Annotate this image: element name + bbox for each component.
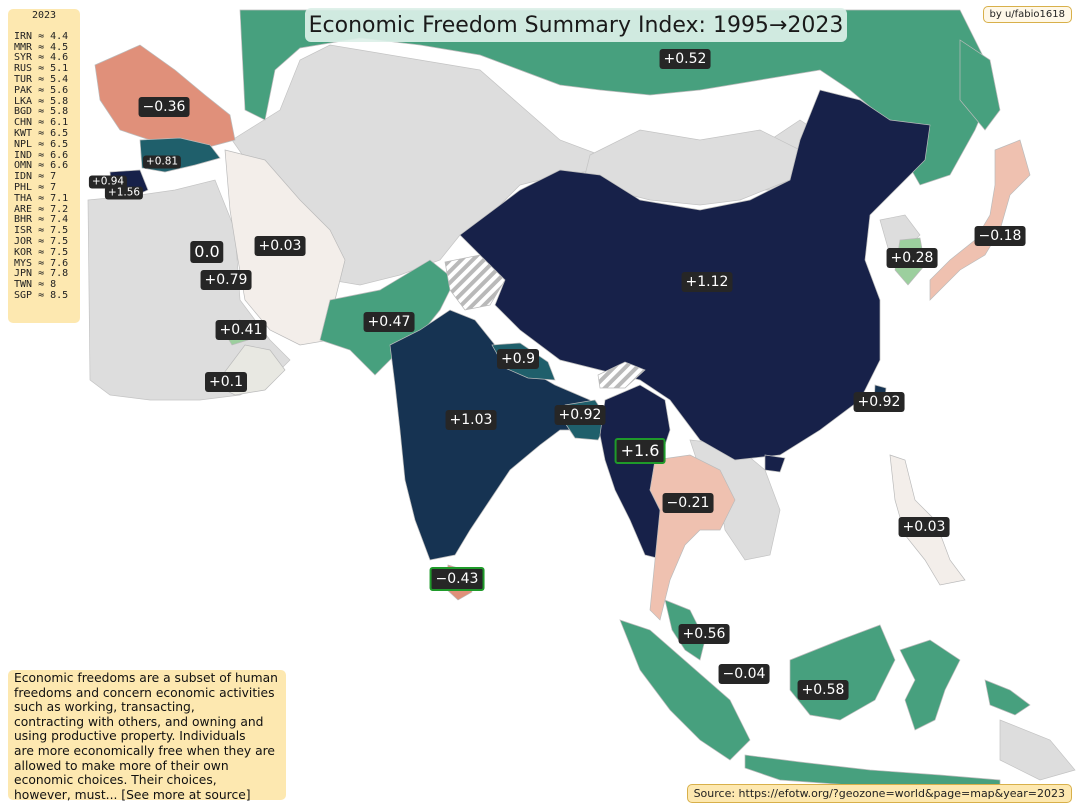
region-value-label: +0.92: [554, 405, 606, 425]
region-value-label: +0.9: [497, 349, 539, 369]
region-value-label: +0.79: [200, 270, 252, 290]
description-box: Economic freedoms are a subset of human f…: [8, 670, 286, 802]
region-hainan: [764, 454, 786, 473]
description-line: freedoms and concern economic activities: [14, 685, 275, 700]
region-indonesia-sumatra: [619, 619, 751, 761]
description-line: allowed to make more of their own: [14, 758, 229, 773]
legend-entry: NPL ≈ 6.5: [14, 138, 69, 150]
region-value-label: +0.58: [797, 680, 849, 700]
region-value-label: +1.56: [104, 186, 144, 200]
region-value-label: +0.03: [898, 517, 950, 537]
legend-entry: OMN ≈ 6.6: [14, 160, 69, 172]
legend-entry: BGD ≈ 5.8: [14, 106, 69, 118]
legend-entry: TUR ≈ 5.4: [14, 73, 69, 85]
legend-entry: CHN ≈ 6.1: [14, 117, 69, 129]
legend-entry: MYS ≈ 7.6: [14, 257, 69, 269]
region-value-label: +0.1: [205, 372, 247, 392]
description-line: contracting with others, and owning and: [14, 714, 264, 729]
description-lines: Economic freedoms are a subset of human f…: [14, 671, 280, 802]
region-value-label: +0.81: [142, 155, 182, 169]
description-line: are more economically free when they are: [14, 743, 275, 758]
source-citation: Source: https://efotw.org/?geozone=world…: [686, 784, 1072, 803]
legend-entry: ISR ≈ 7.5: [14, 225, 69, 237]
legend-entry: TWN ≈ 8: [14, 279, 57, 291]
legend-entry: RUS ≈ 5.1: [14, 63, 69, 75]
legend-entry: JOR ≈ 7.5: [14, 235, 69, 247]
region-russia-east: [959, 39, 1001, 131]
region-value-label: +0.41: [215, 320, 267, 340]
region-russia: [239, 9, 991, 186]
region-value-label: +0.28: [886, 248, 938, 268]
legend-entry: IND ≈ 6.6: [14, 149, 69, 161]
legend-entry: SGP ≈ 8.5: [14, 289, 69, 301]
region-turkey: [94, 44, 236, 149]
legend-2023-values: 2023 IRN ≈ 4.4 MMR ≈ 4.5 SYR ≈ 4.6 RUS ≈ 5.…: [8, 9, 80, 323]
legend-entry: LKA ≈ 5.8: [14, 95, 69, 107]
legend-entry: SYR ≈ 4.6: [14, 52, 69, 64]
description-line: Economic freedoms are a subset of human: [14, 671, 278, 685]
region-japan: [929, 139, 1031, 301]
legend-entry: KWT ≈ 6.5: [14, 127, 69, 139]
region-value-label: −0.36: [138, 97, 190, 117]
description-line: such as working, transacting,: [14, 700, 195, 715]
nodata-arabia: [87, 179, 291, 401]
map-title: Economic Freedom Summary Index: 1995→202…: [305, 8, 847, 42]
legend-year: 2023: [31, 10, 57, 21]
legend-entry: IRN ≈ 4.4: [14, 30, 69, 42]
nodata-papua: [999, 719, 1076, 781]
region-value-label: +1.03: [445, 410, 497, 430]
legend-entry: BHR ≈ 7.4: [14, 214, 69, 226]
region-value-label: +1.6: [614, 438, 666, 464]
legend-entry: THA ≈ 7.1: [14, 192, 69, 204]
legend-entry: JPN ≈ 7.8: [14, 268, 69, 280]
region-value-label: +0.03: [254, 236, 306, 256]
region-value-label: +0.56: [678, 624, 730, 644]
legend-entry: KOR ≈ 7.5: [14, 246, 69, 258]
region-value-label: −0.43: [429, 567, 485, 591]
region-indonesia-east: [984, 679, 1031, 716]
legend-entry: IDN ≈ 7: [14, 171, 57, 183]
region-india: [389, 309, 611, 561]
region-value-label: −0.04: [718, 664, 770, 684]
legend-rows: IRN ≈ 4.4 MMR ≈ 4.5 SYR ≈ 4.6 RUS ≈ 5.1 TUR …: [14, 30, 80, 302]
region-arunachal-disputed: [597, 361, 646, 389]
region-value-label: −0.21: [662, 493, 714, 513]
region-value-label: 0.0: [190, 241, 224, 263]
author-credit: by u/fabio1618: [982, 6, 1072, 23]
region-value-label: +0.47: [363, 312, 415, 332]
legend-entry: PAK ≈ 5.6: [14, 84, 69, 96]
description-line: using productive property. Individuals: [14, 729, 246, 744]
legend-entry: MMR ≈ 4.5: [14, 41, 69, 53]
region-value-label: +0.94: [88, 175, 128, 189]
region-value-label: +0.92: [853, 392, 905, 412]
region-indonesia-sulawesi: [899, 639, 961, 731]
legend-entry: PHL ≈ 7: [14, 181, 57, 193]
legend-entry: ARE ≈ 7.2: [14, 203, 69, 215]
region-value-label: −0.18: [974, 226, 1026, 246]
description-line: however, must... [See more at source]: [14, 787, 251, 802]
region-value-label: +0.52: [659, 49, 711, 69]
description-line: economic choices. Their choices,: [14, 773, 217, 788]
region-value-label: +1.12: [681, 272, 733, 292]
